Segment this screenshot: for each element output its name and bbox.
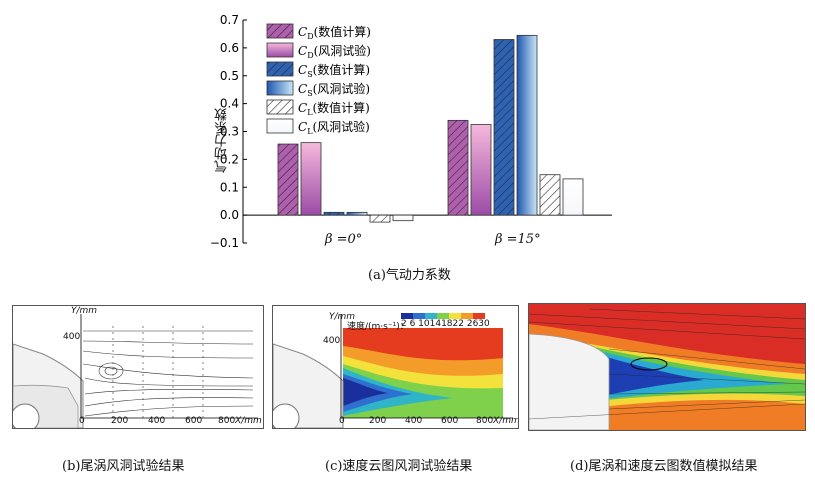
panel-c-xtick-0: 0 bbox=[339, 416, 345, 426]
legend-label-4: CL(数值计算) bbox=[298, 100, 370, 117]
panel-c-xtick-4: 800 bbox=[476, 416, 494, 426]
y-tick-label: 0.7 bbox=[220, 13, 239, 27]
colorbar-ticks: 2 6 10141822 2630 bbox=[401, 319, 490, 329]
panel-b-xlabel: X/mm bbox=[235, 416, 262, 426]
y-tick-label: 0.6 bbox=[220, 41, 239, 55]
legend-hatch-4 bbox=[267, 100, 293, 114]
legend-label-0: CD(数值计算) bbox=[298, 24, 371, 41]
panel-b-ylabel: Y/mm bbox=[71, 306, 98, 316]
bar-hatch-0-0 bbox=[278, 144, 298, 216]
legend-hatch-0 bbox=[267, 24, 293, 38]
caption-d: (d)尾涡和速度云图数值模拟结果 bbox=[570, 459, 758, 474]
y-axis-label: 气动力系数 bbox=[214, 107, 230, 173]
bar-1-0 bbox=[300, 142, 322, 216]
y-tick-label: 0.4 bbox=[220, 97, 239, 111]
caption-b: (b)尾涡风洞试验结果 bbox=[62, 459, 185, 474]
panel-c-figure bbox=[273, 313, 513, 428]
legend-hatch-2 bbox=[267, 62, 293, 76]
bar-3-0 bbox=[346, 211, 368, 216]
caption-a: (a)气动力系数 bbox=[368, 268, 451, 283]
y-tick-label: 0.3 bbox=[220, 125, 239, 139]
panel-b-image: Y/mm 400 0 200 400 600 800 X/mm bbox=[12, 305, 264, 429]
y-tick-label: 0.5 bbox=[220, 69, 239, 83]
colorbar-label: 速度/(m·s⁻¹)： bbox=[347, 322, 409, 332]
chart-legend: CD(数值计算) CD(风洞试验) CS(数值计算) CS(风洞试验) CL(数值计算)… bbox=[266, 23, 371, 136]
panel-d-figure bbox=[529, 304, 805, 430]
panel-c-xtick-3: 600 bbox=[441, 416, 459, 426]
panel-b-xtick-4: 800 bbox=[218, 416, 236, 426]
panel-d-image bbox=[528, 303, 806, 431]
panel-c-ytick: 400 bbox=[323, 336, 341, 346]
bar-5-1 bbox=[562, 178, 584, 216]
legend-label-5: CL(风洞试验) bbox=[298, 119, 370, 136]
caption-c: (c)速度云图风洞试验结果 bbox=[325, 459, 473, 474]
panel-b-xtick-2: 400 bbox=[148, 416, 166, 426]
panel-b-xtick-0: 0 bbox=[79, 416, 85, 426]
legend-label-3: CS(风洞试验) bbox=[298, 81, 370, 98]
bar-3-1 bbox=[516, 34, 538, 216]
bar-hatch-0-1 bbox=[448, 120, 468, 216]
y-tick-label: −0.1 bbox=[210, 236, 239, 250]
legend-label-1: CD(风洞试验) bbox=[298, 43, 371, 60]
legend-swatch-3 bbox=[266, 80, 294, 96]
bar-hatch-4-1 bbox=[540, 174, 560, 216]
bar-1-1 bbox=[470, 124, 492, 216]
panel-c-xlabel: X/mm bbox=[493, 416, 519, 426]
category-label-0: β =0° bbox=[325, 232, 363, 247]
bar-hatch-2-1 bbox=[494, 39, 514, 216]
panel-b-ytick: 400 bbox=[63, 332, 81, 342]
y-tick-label: 0.1 bbox=[220, 180, 239, 194]
panel-b-figure bbox=[13, 314, 258, 428]
plot-area: −0.1 0.0 0.1 0.2 0.3 0.4 0.5 0.6 0.7 bbox=[210, 13, 612, 250]
panel-b-xtick-1: 200 bbox=[111, 416, 129, 426]
legend-swatch-5 bbox=[266, 118, 294, 134]
panel-c-ylabel: Y/mm bbox=[329, 312, 356, 322]
panel-c-xtick-2: 400 bbox=[405, 416, 423, 426]
y-tick-label: 0.0 bbox=[220, 208, 239, 222]
legend-label-2: CS(数值计算) bbox=[298, 62, 370, 79]
bar-hatch-4-0 bbox=[370, 215, 390, 223]
legend-swatch-1 bbox=[266, 42, 294, 58]
panel-b-xtick-3: 600 bbox=[185, 416, 203, 426]
panel-c-image: Y/mm 400 速度/(m·s⁻¹)： 2 6 10141822 2630 0… bbox=[272, 305, 519, 429]
bar-hatch-2-0 bbox=[324, 212, 344, 216]
category-label-1: β =15° bbox=[495, 232, 541, 247]
panel-c-xtick-1: 200 bbox=[369, 416, 387, 426]
bar-5-0 bbox=[392, 214, 414, 222]
y-tick-label: 0.2 bbox=[220, 152, 239, 166]
